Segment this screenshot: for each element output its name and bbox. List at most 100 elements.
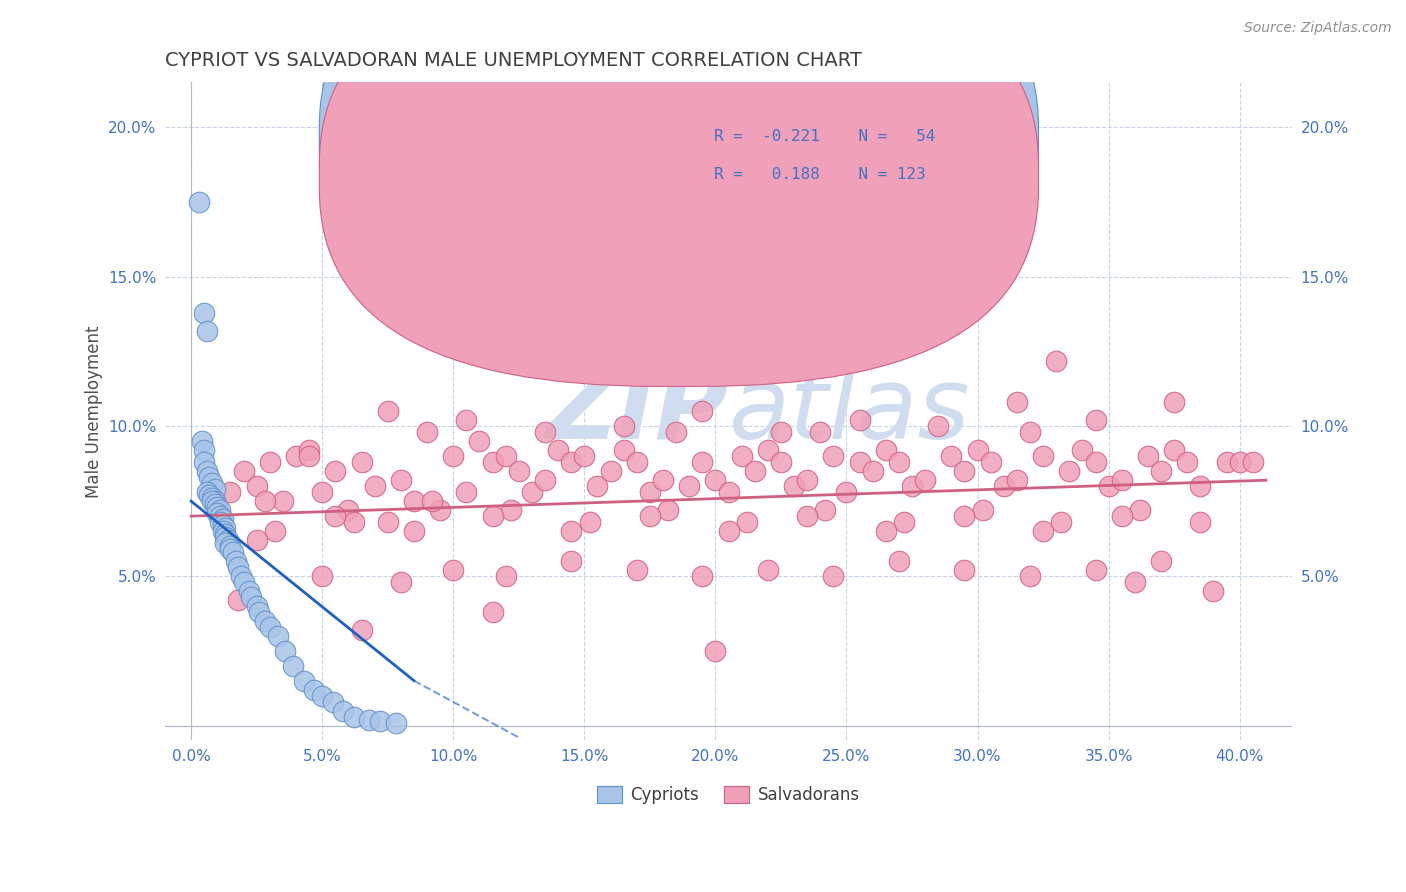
Point [238, 583, 260, 598]
Point [420, 494, 443, 508]
Point [875, 443, 897, 458]
Point [756, 443, 779, 458]
Point [246, 599, 269, 613]
Point [389, 574, 412, 589]
Point [193, 306, 215, 320]
Point [1084, 455, 1107, 469]
Point [208, 515, 231, 529]
Point [214, 521, 236, 535]
Text: R =   0.188    N = 123: R = 0.188 N = 123 [714, 167, 925, 182]
Point [1005, 395, 1028, 409]
Point [735, 515, 758, 529]
Point [893, 515, 915, 529]
Point [796, 509, 818, 524]
Point [214, 527, 236, 541]
Point [941, 450, 963, 464]
Point [271, 494, 294, 508]
Point [613, 443, 636, 458]
Point [862, 464, 884, 478]
Point [456, 413, 478, 427]
Point [980, 455, 1002, 469]
Point [363, 479, 385, 493]
Point [887, 455, 910, 469]
Point [219, 485, 242, 500]
Point [1150, 464, 1173, 478]
Point [343, 515, 366, 529]
Point [966, 443, 988, 458]
Point [384, 715, 406, 730]
Point [1241, 455, 1264, 469]
Point [953, 563, 976, 577]
Point [402, 524, 425, 538]
Point [769, 425, 792, 440]
Point [1084, 413, 1107, 427]
Point [232, 464, 254, 478]
Point [972, 503, 994, 517]
Point [198, 488, 221, 502]
Point [1189, 479, 1212, 493]
Point [201, 494, 224, 508]
Text: CYPRIOT VS SALVADORAN MALE UNEMPLOYMENT CORRELATION CHART: CYPRIOT VS SALVADORAN MALE UNEMPLOYMENT … [165, 51, 862, 70]
Point [690, 455, 713, 469]
Point [520, 485, 543, 500]
Point [377, 404, 399, 418]
Point [193, 443, 215, 458]
Point [264, 524, 287, 538]
Point [1019, 425, 1042, 440]
Point [266, 629, 288, 643]
Point [1136, 450, 1159, 464]
Point [222, 545, 245, 559]
Point [769, 455, 792, 469]
Point [259, 455, 281, 469]
Point [638, 509, 661, 524]
Point [927, 315, 949, 329]
Point [253, 614, 276, 628]
FancyBboxPatch shape [633, 105, 925, 208]
Point [1032, 524, 1054, 538]
Point [1111, 509, 1133, 524]
Point [1032, 450, 1054, 464]
Point [240, 590, 263, 604]
Point [626, 455, 648, 469]
Point [1215, 455, 1237, 469]
Legend: Cypriots, Salvadorans: Cypriots, Salvadorans [591, 780, 866, 811]
Point [211, 512, 233, 526]
Point [481, 455, 503, 469]
Point [246, 533, 269, 547]
Y-axis label: Male Unemployment: Male Unemployment [86, 326, 103, 498]
Point [783, 479, 806, 493]
Text: Source: ZipAtlas.com: Source: ZipAtlas.com [1244, 21, 1392, 35]
Point [1071, 443, 1094, 458]
Point [247, 605, 270, 619]
Point [823, 569, 845, 583]
Point [875, 524, 897, 538]
Point [756, 563, 779, 577]
Point [796, 473, 818, 487]
Point [292, 673, 315, 688]
Point [560, 455, 582, 469]
Point [232, 574, 254, 589]
Point [225, 554, 247, 568]
Point [901, 479, 924, 493]
Point [652, 473, 675, 487]
Point [599, 464, 621, 478]
Point [665, 425, 688, 440]
Point [441, 450, 464, 464]
Point [1019, 569, 1042, 583]
Point [298, 450, 321, 464]
Point [835, 485, 858, 500]
Point [350, 623, 373, 637]
Point [1005, 473, 1028, 487]
Point [578, 515, 600, 529]
Point [350, 455, 373, 469]
Point [359, 713, 381, 727]
Point [343, 709, 366, 723]
Point [201, 476, 224, 491]
Point [259, 620, 281, 634]
Point [441, 563, 464, 577]
Point [274, 644, 297, 658]
Point [848, 455, 870, 469]
Point [416, 425, 439, 440]
Point [207, 506, 229, 520]
Point [211, 524, 233, 538]
